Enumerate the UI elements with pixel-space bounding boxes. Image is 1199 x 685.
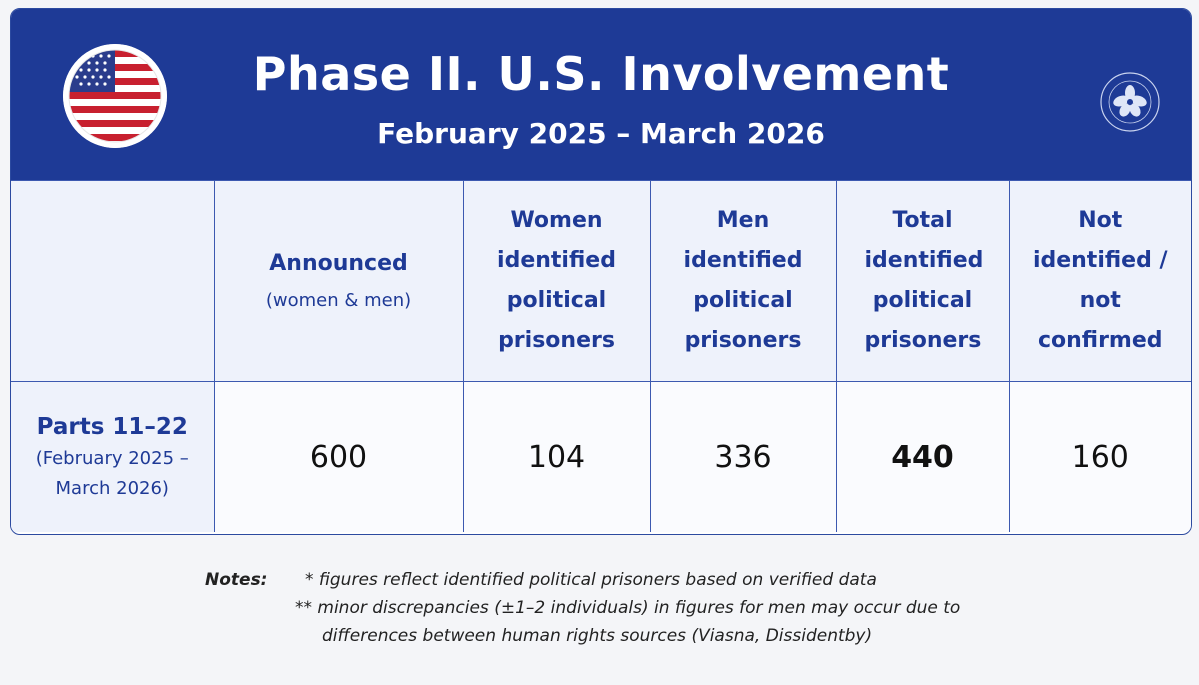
table-header-row: Announced (women & men) Women identified… — [11, 180, 1191, 382]
prisoner-table: Announced (women & men) Women identified… — [11, 180, 1191, 532]
header-label: Men identified political prisoners — [683, 208, 803, 353]
total-value: 440 — [835, 381, 1010, 532]
page-title: Phase II. U.S. Involvement — [252, 47, 950, 101]
header-cell-announced: Announced (women & men) — [213, 180, 464, 382]
table-row: Parts 11–22 (February 2025 – March 2026)… — [11, 381, 1191, 532]
row-label: Parts 11–22 — [36, 414, 188, 440]
header-banner: Phase II. U.S. Involvement February 2025… — [11, 9, 1191, 180]
note-item: ** minor discrepancies (±1–2 individuals… — [295, 598, 961, 618]
header-label: Total identified political prisoners — [864, 208, 984, 353]
note-item: differences between human rights sources… — [322, 626, 873, 646]
header-cell-empty — [11, 180, 215, 382]
header-cell-not-identified: Not identified / not confirmed — [1008, 180, 1191, 382]
header-cell-men: Men identified political prisoners — [649, 180, 837, 382]
header-label: Women identified political prisoners — [497, 208, 616, 353]
page-subtitle: February 2025 – March 2026 — [377, 117, 825, 150]
header-label: Not identified / not confirmed — [1032, 208, 1168, 353]
row-sublabel: (February 2025 – March 2026) — [35, 448, 189, 499]
not-identified-value: 160 — [1008, 381, 1191, 532]
announced-value: 600 — [213, 381, 464, 532]
summary-card: Phase II. U.S. Involvement February 2025… — [10, 8, 1192, 535]
header-cell-women: Women identified political prisoners — [462, 180, 651, 382]
notes-label: Notes: — [205, 570, 268, 590]
women-value: 104 — [462, 381, 651, 532]
us-flag-icon — [63, 44, 167, 148]
flower-seal-icon — [1099, 71, 1161, 133]
note-item: * figures reflect identified political p… — [305, 570, 877, 590]
header-sublabel: (women & men) — [265, 290, 412, 311]
header-cell-total: Total identified political prisoners — [835, 180, 1010, 382]
header-label: Announced — [269, 251, 408, 276]
row-label-cell: Parts 11–22 (February 2025 – March 2026) — [11, 381, 215, 532]
men-value: 336 — [649, 381, 837, 532]
